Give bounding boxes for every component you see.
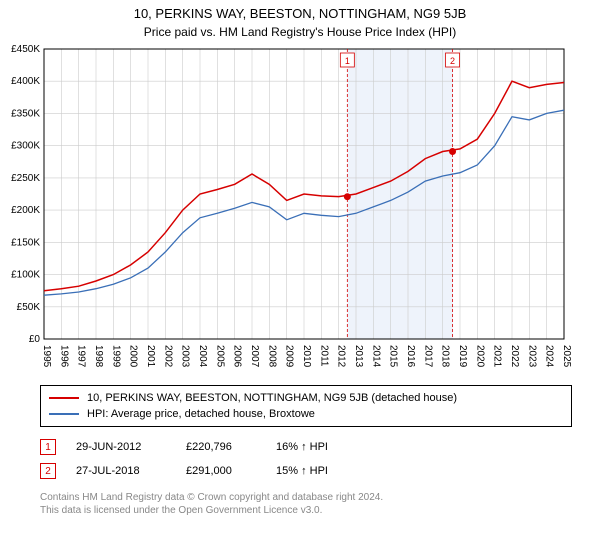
event-price: £291,000 — [186, 465, 256, 477]
svg-text:2006: 2006 — [232, 345, 243, 368]
event-date: 27-JUL-2018 — [76, 465, 166, 477]
svg-text:£200K: £200K — [11, 205, 40, 216]
svg-text:2000: 2000 — [128, 345, 139, 368]
svg-text:1999: 1999 — [110, 345, 121, 368]
footer-line2: This data is licensed under the Open Gov… — [40, 504, 572, 517]
line-chart-svg: £0 £50K £100K £150K £200K £250K £300K £350K £400… — [0, 39, 600, 379]
svg-text:£0: £0 — [29, 334, 41, 345]
svg-text:2014: 2014 — [370, 345, 381, 368]
event-number-box: 1 — [40, 439, 56, 455]
event-price: £220,796 — [186, 441, 256, 453]
svg-text:2012: 2012 — [336, 345, 347, 368]
event-row: 1 29-JUN-2012 £220,796 16% ↑ HPI — [40, 435, 572, 459]
svg-text:2011: 2011 — [318, 345, 329, 367]
legend-label: 10, PERKINS WAY, BEESTON, NOTTINGHAM, NG… — [87, 392, 457, 404]
svg-text:1996: 1996 — [58, 345, 69, 368]
svg-text:2023: 2023 — [526, 345, 537, 368]
svg-text:2007: 2007 — [249, 345, 260, 368]
legend-label: HPI: Average price, detached house, Brox… — [87, 408, 315, 420]
chart-title-line1: 10, PERKINS WAY, BEESTON, NOTTINGHAM, NG… — [0, 6, 600, 21]
svg-text:£450K: £450K — [11, 44, 40, 55]
svg-text:£150K: £150K — [11, 237, 40, 248]
event-number-box: 2 — [40, 463, 56, 479]
legend-swatch — [49, 397, 79, 399]
chart-title-line2: Price paid vs. HM Land Registry's House … — [0, 25, 600, 39]
svg-text:2005: 2005 — [214, 345, 225, 368]
svg-text:2024: 2024 — [544, 345, 555, 368]
svg-text:£250K: £250K — [11, 173, 40, 184]
svg-text:2: 2 — [450, 56, 455, 66]
svg-text:2025: 2025 — [561, 345, 572, 368]
svg-text:£100K: £100K — [11, 270, 40, 281]
svg-text:2017: 2017 — [422, 345, 433, 368]
svg-text:2021: 2021 — [492, 345, 503, 368]
svg-text:2003: 2003 — [180, 345, 191, 368]
svg-text:£300K: £300K — [11, 141, 40, 152]
svg-text:1997: 1997 — [76, 345, 87, 368]
svg-text:1: 1 — [345, 56, 350, 66]
event-pct-vs-hpi: 16% ↑ HPI — [276, 441, 328, 453]
svg-text:2008: 2008 — [266, 345, 277, 368]
svg-text:2019: 2019 — [457, 345, 468, 368]
svg-text:2004: 2004 — [197, 345, 208, 368]
legend-item: 10, PERKINS WAY, BEESTON, NOTTINGHAM, NG… — [49, 390, 563, 406]
svg-text:£400K: £400K — [11, 76, 40, 87]
svg-text:2022: 2022 — [509, 345, 520, 368]
legend-swatch — [49, 413, 79, 415]
footer-attribution: Contains HM Land Registry data © Crown c… — [40, 491, 572, 517]
svg-text:2018: 2018 — [440, 345, 451, 368]
svg-text:£350K: £350K — [11, 108, 40, 119]
svg-text:2001: 2001 — [145, 345, 156, 368]
svg-text:2013: 2013 — [353, 345, 364, 368]
event-row: 2 27-JUL-2018 £291,000 15% ↑ HPI — [40, 459, 572, 483]
svg-text:2020: 2020 — [474, 345, 485, 368]
events-table: 1 29-JUN-2012 £220,796 16% ↑ HPI 2 27-JUL-201… — [40, 435, 572, 483]
svg-text:2009: 2009 — [284, 345, 295, 368]
svg-text:2015: 2015 — [388, 345, 399, 368]
event-pct-vs-hpi: 15% ↑ HPI — [276, 465, 328, 477]
chart-area: £0 £50K £100K £150K £200K £250K £300K £350K £400… — [0, 39, 600, 379]
legend-box: 10, PERKINS WAY, BEESTON, NOTTINGHAM, NG… — [40, 385, 572, 427]
svg-text:2010: 2010 — [301, 345, 312, 368]
svg-text:1998: 1998 — [93, 345, 104, 368]
svg-text:£50K: £50K — [17, 302, 41, 313]
legend-item: HPI: Average price, detached house, Brox… — [49, 406, 563, 422]
svg-text:2002: 2002 — [162, 345, 173, 368]
event-date: 29-JUN-2012 — [76, 441, 166, 453]
svg-text:1995: 1995 — [41, 345, 52, 368]
footer-line1: Contains HM Land Registry data © Crown c… — [40, 491, 572, 504]
svg-text:2016: 2016 — [405, 345, 416, 368]
